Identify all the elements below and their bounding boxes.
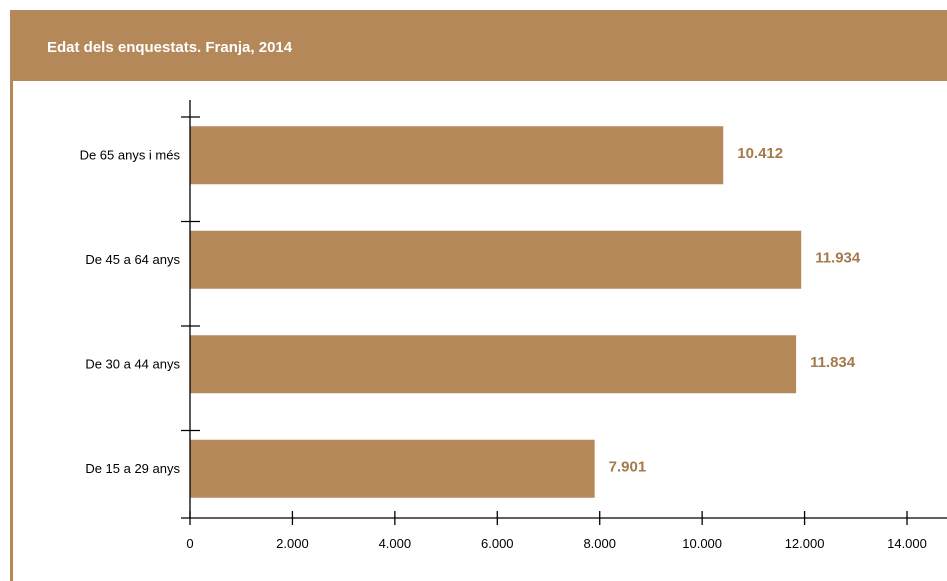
- chart-title-band: Edat dels enquestats. Franja, 2014: [10, 13, 947, 81]
- bar: [190, 126, 724, 185]
- bar: [190, 439, 595, 498]
- x-tick-label: 0: [186, 536, 193, 551]
- data-label: 11.934: [815, 250, 861, 267]
- x-tick-label: 14.000: [887, 536, 927, 551]
- category-label: De 45 a 64 anys: [85, 252, 180, 267]
- chart-title: Edat dels enquestats. Franja, 2014: [47, 38, 293, 56]
- bars-layer: [190, 126, 802, 498]
- labels-layer: 10.412 De 65 anys i més 11.934 De 45 a 64 a…: [80, 145, 927, 551]
- x-tick-label: 6.000: [481, 536, 514, 551]
- top-rule: [10, 10, 947, 13]
- left-rule: [10, 10, 13, 581]
- x-tick-label: 2.000: [276, 536, 309, 551]
- bar: [190, 335, 797, 394]
- x-tick-label: 10.000: [682, 536, 722, 551]
- bar: [190, 230, 802, 289]
- category-label: De 65 anys i més: [80, 148, 181, 163]
- x-tick-label: 4.000: [379, 536, 412, 551]
- category-label: De 30 a 44 anys: [85, 357, 180, 372]
- axis-layer: [181, 100, 947, 525]
- x-tick-label: 8.000: [583, 536, 616, 551]
- x-tick-label: 12.000: [785, 536, 825, 551]
- data-label: 7.901: [609, 459, 647, 476]
- data-label: 11.834: [810, 354, 856, 371]
- category-label: De 15 a 29 anys: [85, 461, 180, 476]
- data-label: 10.412: [737, 145, 783, 162]
